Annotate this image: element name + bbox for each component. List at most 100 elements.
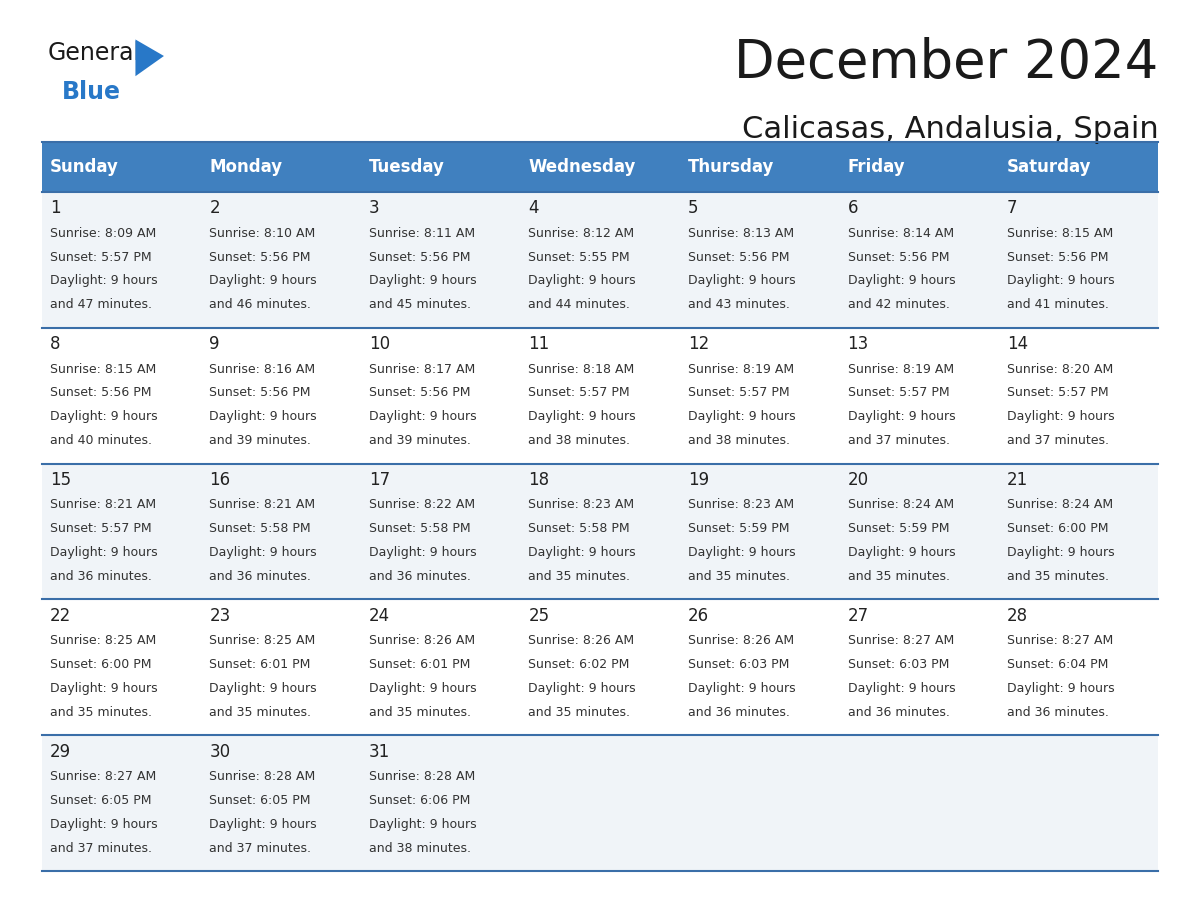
- Text: Sunset: 5:57 PM: Sunset: 5:57 PM: [688, 386, 790, 399]
- Text: Sunset: 6:02 PM: Sunset: 6:02 PM: [529, 658, 630, 671]
- Text: Sunset: 5:55 PM: Sunset: 5:55 PM: [529, 251, 630, 263]
- Text: 16: 16: [209, 471, 230, 489]
- Text: and 36 minutes.: and 36 minutes.: [209, 570, 311, 583]
- Text: Daylight: 9 hours: Daylight: 9 hours: [369, 274, 476, 287]
- Text: Daylight: 9 hours: Daylight: 9 hours: [847, 546, 955, 559]
- Text: Sunday: Sunday: [50, 158, 119, 176]
- Text: Sunrise: 8:19 AM: Sunrise: 8:19 AM: [688, 363, 794, 375]
- Text: 13: 13: [847, 335, 868, 353]
- Text: Daylight: 9 hours: Daylight: 9 hours: [209, 682, 317, 695]
- Text: 11: 11: [529, 335, 550, 353]
- Text: Sunset: 5:56 PM: Sunset: 5:56 PM: [50, 386, 151, 399]
- Text: Daylight: 9 hours: Daylight: 9 hours: [1007, 274, 1114, 287]
- Text: Sunrise: 8:26 AM: Sunrise: 8:26 AM: [369, 634, 475, 647]
- Text: Daylight: 9 hours: Daylight: 9 hours: [529, 682, 636, 695]
- Text: Sunrise: 8:20 AM: Sunrise: 8:20 AM: [1007, 363, 1113, 375]
- Text: Daylight: 9 hours: Daylight: 9 hours: [688, 682, 796, 695]
- Bar: [999, 142, 1158, 192]
- Text: 26: 26: [688, 607, 709, 625]
- Bar: [42, 192, 1158, 328]
- Text: Sunset: 6:03 PM: Sunset: 6:03 PM: [688, 658, 789, 671]
- Text: Daylight: 9 hours: Daylight: 9 hours: [847, 410, 955, 423]
- Text: Sunrise: 8:14 AM: Sunrise: 8:14 AM: [847, 227, 954, 240]
- Text: December 2024: December 2024: [734, 37, 1158, 89]
- Text: Thursday: Thursday: [688, 158, 775, 176]
- Text: Daylight: 9 hours: Daylight: 9 hours: [688, 410, 796, 423]
- Text: and 35 minutes.: and 35 minutes.: [50, 706, 152, 719]
- Text: 19: 19: [688, 471, 709, 489]
- Text: Sunrise: 8:24 AM: Sunrise: 8:24 AM: [1007, 498, 1113, 511]
- Text: 4: 4: [529, 199, 539, 218]
- Bar: [42, 142, 201, 192]
- Text: 15: 15: [50, 471, 71, 489]
- Text: Sunrise: 8:10 AM: Sunrise: 8:10 AM: [209, 227, 316, 240]
- Bar: [42, 464, 1158, 599]
- Text: Sunrise: 8:27 AM: Sunrise: 8:27 AM: [847, 634, 954, 647]
- Text: and 44 minutes.: and 44 minutes.: [529, 298, 631, 311]
- Text: 2: 2: [209, 199, 220, 218]
- Bar: [839, 142, 999, 192]
- Text: Sunrise: 8:28 AM: Sunrise: 8:28 AM: [369, 770, 475, 783]
- Text: Daylight: 9 hours: Daylight: 9 hours: [50, 682, 158, 695]
- Text: Daylight: 9 hours: Daylight: 9 hours: [369, 818, 476, 831]
- Text: 9: 9: [209, 335, 220, 353]
- Text: Sunset: 5:57 PM: Sunset: 5:57 PM: [50, 251, 152, 263]
- Text: and 41 minutes.: and 41 minutes.: [1007, 298, 1108, 311]
- Bar: [42, 328, 1158, 464]
- Text: 27: 27: [847, 607, 868, 625]
- Text: Sunset: 5:56 PM: Sunset: 5:56 PM: [369, 251, 470, 263]
- Text: Tuesday: Tuesday: [369, 158, 444, 176]
- Text: Daylight: 9 hours: Daylight: 9 hours: [209, 818, 317, 831]
- Text: and 35 minutes.: and 35 minutes.: [847, 570, 949, 583]
- Text: Daylight: 9 hours: Daylight: 9 hours: [369, 546, 476, 559]
- Text: and 35 minutes.: and 35 minutes.: [529, 706, 631, 719]
- Bar: [42, 599, 1158, 735]
- Text: 18: 18: [529, 471, 550, 489]
- Text: Sunset: 6:04 PM: Sunset: 6:04 PM: [1007, 658, 1108, 671]
- Text: and 37 minutes.: and 37 minutes.: [1007, 434, 1110, 447]
- Text: 21: 21: [1007, 471, 1029, 489]
- Text: Sunrise: 8:25 AM: Sunrise: 8:25 AM: [209, 634, 316, 647]
- Text: Sunrise: 8:26 AM: Sunrise: 8:26 AM: [688, 634, 794, 647]
- Text: 31: 31: [369, 743, 390, 761]
- Text: and 35 minutes.: and 35 minutes.: [529, 570, 631, 583]
- Text: Sunset: 6:01 PM: Sunset: 6:01 PM: [369, 658, 470, 671]
- Text: Sunrise: 8:09 AM: Sunrise: 8:09 AM: [50, 227, 156, 240]
- Text: Sunset: 6:00 PM: Sunset: 6:00 PM: [50, 658, 151, 671]
- Text: 30: 30: [209, 743, 230, 761]
- Text: Daylight: 9 hours: Daylight: 9 hours: [529, 274, 636, 287]
- Bar: [680, 142, 839, 192]
- Bar: [361, 142, 520, 192]
- Text: Sunset: 5:59 PM: Sunset: 5:59 PM: [688, 522, 790, 535]
- Text: Sunrise: 8:18 AM: Sunrise: 8:18 AM: [529, 363, 634, 375]
- Text: Sunset: 6:01 PM: Sunset: 6:01 PM: [209, 658, 311, 671]
- Text: Sunrise: 8:21 AM: Sunrise: 8:21 AM: [50, 498, 156, 511]
- Text: 8: 8: [50, 335, 61, 353]
- Text: Sunrise: 8:24 AM: Sunrise: 8:24 AM: [847, 498, 954, 511]
- Text: Daylight: 9 hours: Daylight: 9 hours: [369, 410, 476, 423]
- Text: Daylight: 9 hours: Daylight: 9 hours: [1007, 410, 1114, 423]
- Text: 29: 29: [50, 743, 71, 761]
- Text: 5: 5: [688, 199, 699, 218]
- Text: 10: 10: [369, 335, 390, 353]
- Text: and 35 minutes.: and 35 minutes.: [688, 570, 790, 583]
- Text: Wednesday: Wednesday: [529, 158, 636, 176]
- Text: and 38 minutes.: and 38 minutes.: [529, 434, 631, 447]
- Text: Daylight: 9 hours: Daylight: 9 hours: [50, 818, 158, 831]
- Text: Sunset: 5:57 PM: Sunset: 5:57 PM: [1007, 386, 1108, 399]
- Text: Sunset: 5:57 PM: Sunset: 5:57 PM: [50, 522, 152, 535]
- Text: and 47 minutes.: and 47 minutes.: [50, 298, 152, 311]
- Text: Friday: Friday: [847, 158, 905, 176]
- Text: Sunrise: 8:26 AM: Sunrise: 8:26 AM: [529, 634, 634, 647]
- Text: Daylight: 9 hours: Daylight: 9 hours: [50, 546, 158, 559]
- Text: Sunrise: 8:17 AM: Sunrise: 8:17 AM: [369, 363, 475, 375]
- Text: Sunrise: 8:12 AM: Sunrise: 8:12 AM: [529, 227, 634, 240]
- Text: and 36 minutes.: and 36 minutes.: [1007, 706, 1108, 719]
- Text: 14: 14: [1007, 335, 1028, 353]
- Text: and 36 minutes.: and 36 minutes.: [847, 706, 949, 719]
- Text: and 38 minutes.: and 38 minutes.: [369, 842, 470, 855]
- Text: Sunset: 6:05 PM: Sunset: 6:05 PM: [50, 794, 151, 807]
- Text: Daylight: 9 hours: Daylight: 9 hours: [369, 682, 476, 695]
- Text: Daylight: 9 hours: Daylight: 9 hours: [1007, 682, 1114, 695]
- Text: Daylight: 9 hours: Daylight: 9 hours: [688, 546, 796, 559]
